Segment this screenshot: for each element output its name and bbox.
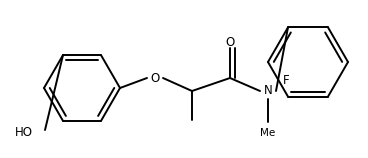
Text: N: N	[263, 85, 272, 97]
Text: F: F	[283, 74, 289, 87]
Text: O: O	[225, 36, 235, 49]
Text: O: O	[151, 72, 160, 85]
Text: HO: HO	[15, 127, 33, 140]
Text: Me: Me	[261, 128, 276, 138]
